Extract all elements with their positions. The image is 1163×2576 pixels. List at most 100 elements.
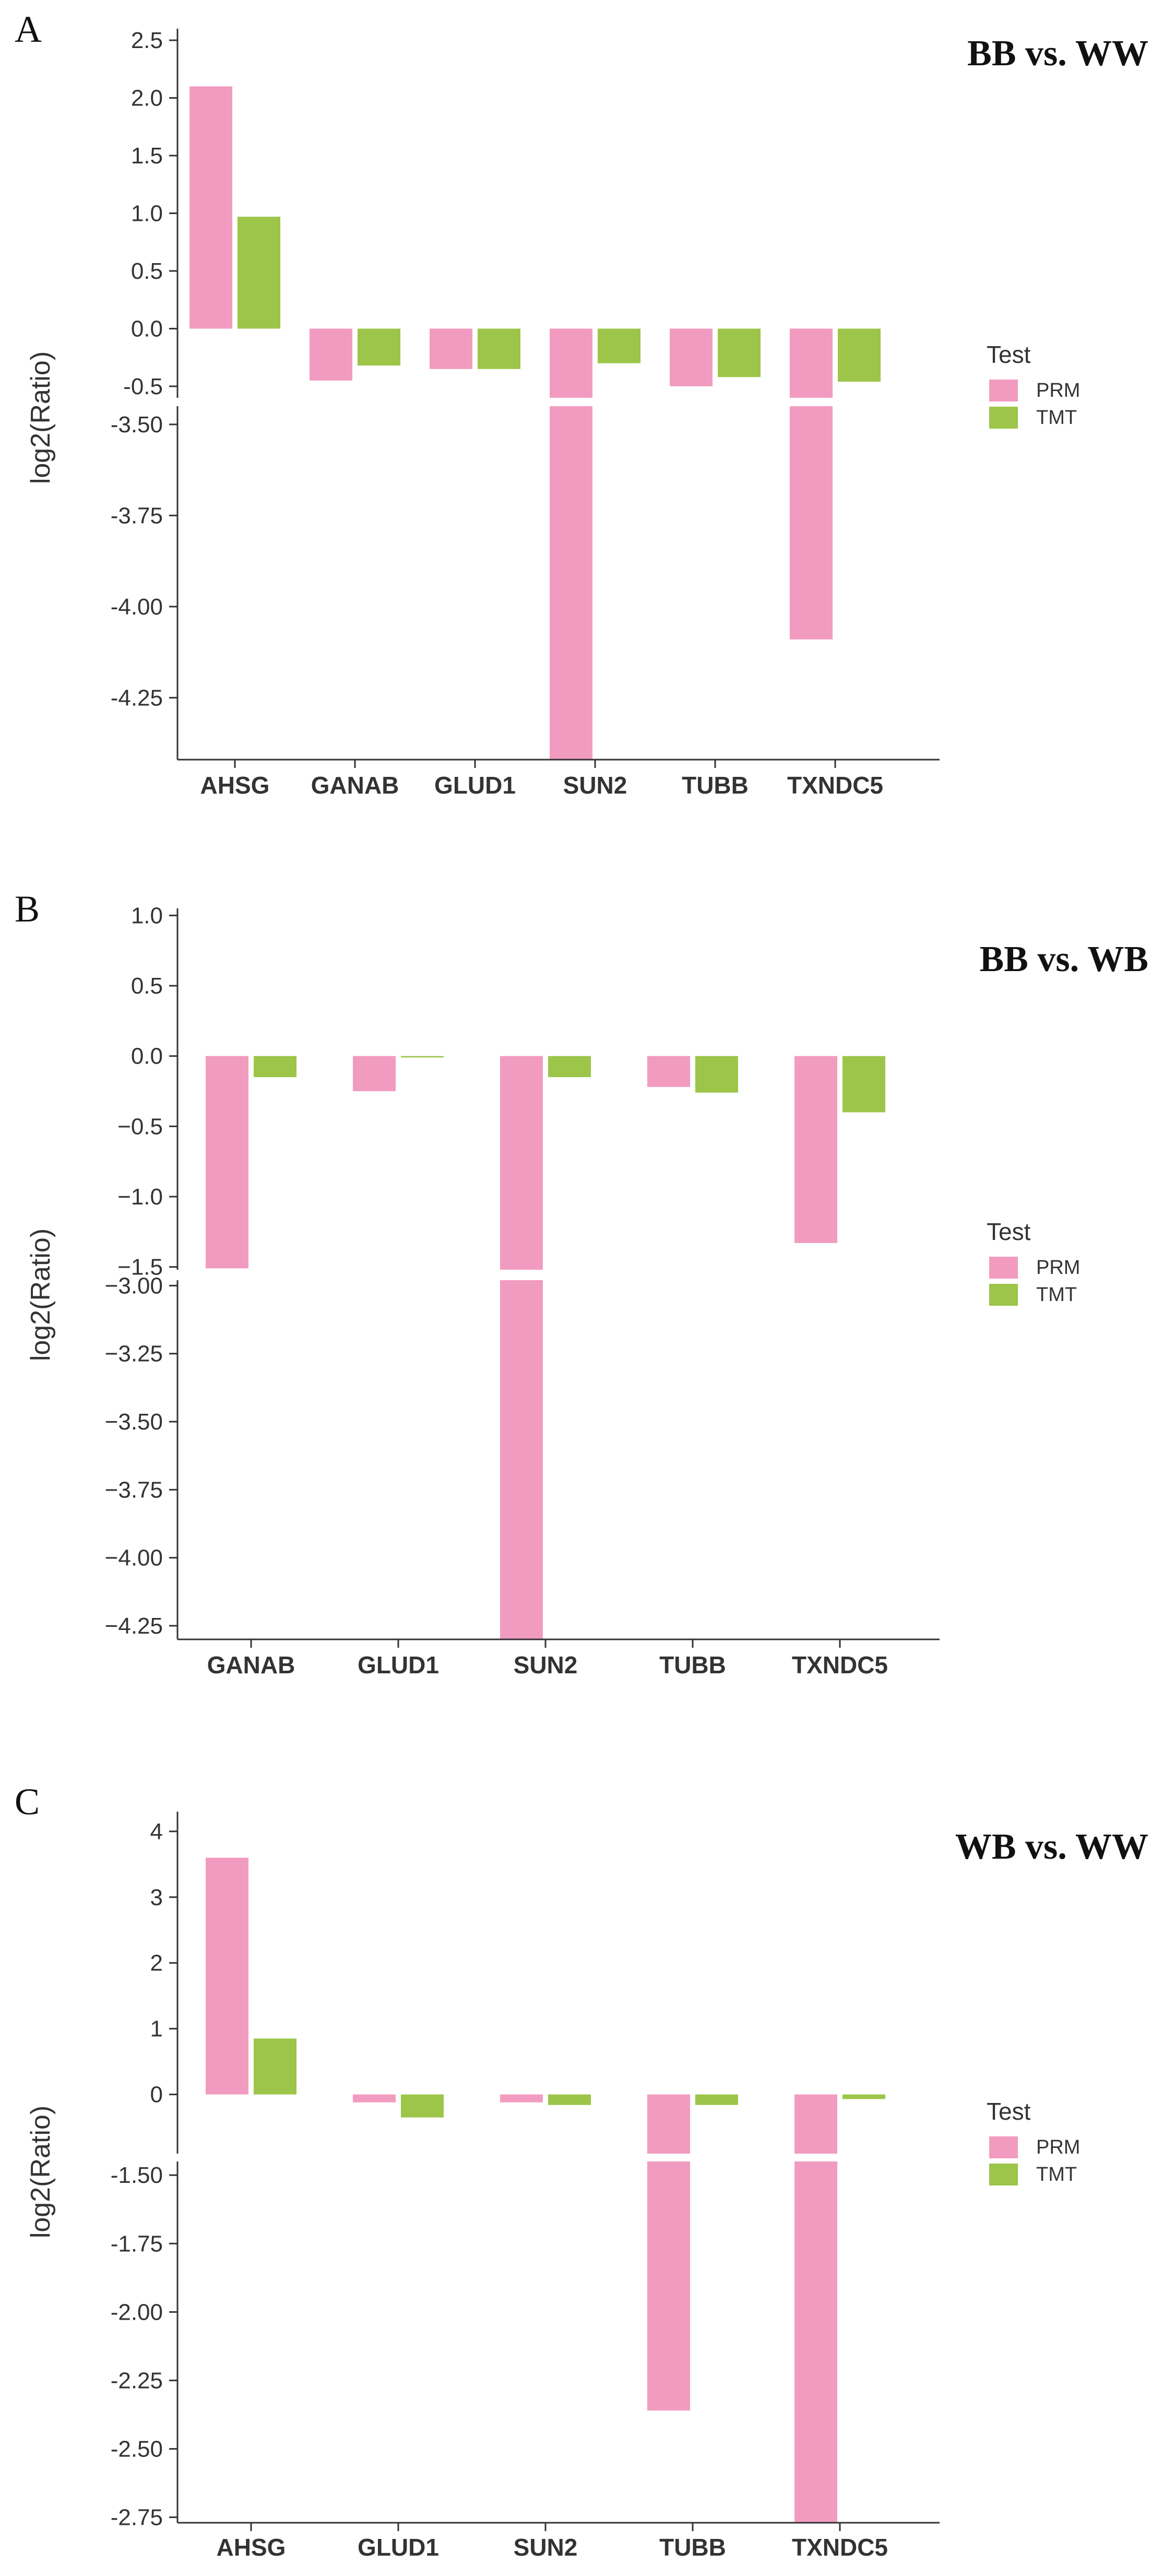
y-tick-label: 0.0 <box>131 316 163 341</box>
legend-swatch-tmt <box>989 407 1018 429</box>
bar-tmt-glud1 <box>478 328 520 369</box>
x-tick-label: TUBB <box>682 772 749 799</box>
bar-prm-sun2 <box>500 2094 543 2102</box>
bar-tmt-ganab <box>254 1056 296 1078</box>
y-axis-title: log2(Ratio) <box>26 2106 56 2238</box>
y-tick-label: -2.25 <box>111 2368 163 2393</box>
y-tick-label: 2 <box>150 1951 163 1976</box>
bar-prm-glud1 <box>353 1056 396 1092</box>
x-tick-label: SUN2 <box>563 772 627 799</box>
legend-title: Test <box>987 1218 1031 1245</box>
bar-tmt-ahsg <box>254 2038 296 2095</box>
bar-tmt-ahsg <box>238 217 280 329</box>
panel-title: BB vs. WW <box>967 33 1148 74</box>
bar-prm-txndc5 <box>794 2094 837 2154</box>
bar-prm-txndc5-lower <box>790 406 833 640</box>
bar-tmt-tubb <box>695 2094 738 2105</box>
bar-prm-ahsg <box>206 1858 248 2095</box>
y-tick-label: 4 <box>150 1819 163 1845</box>
y-tick-label: -4.25 <box>111 685 163 711</box>
legend-title: Test <box>987 341 1031 368</box>
x-tick-label: TUBB <box>659 2534 726 2561</box>
legend-label-prm: PRM <box>1036 380 1080 401</box>
y-tick-label: -4.00 <box>111 594 163 620</box>
legend-swatch-prm <box>989 380 1018 401</box>
y-tick-label: 1.0 <box>131 903 163 928</box>
bar-tmt-txndc5 <box>842 2094 885 2099</box>
bar-prm-sun2-lower <box>550 406 592 760</box>
y-tick-label: 2.5 <box>131 28 163 53</box>
bar-prm-sun2 <box>500 1056 543 1270</box>
legend-swatch-prm <box>989 2136 1018 2158</box>
x-tick-label: AHSG <box>200 772 270 799</box>
bar-prm-ganab <box>206 1056 248 1269</box>
bar-prm-sun2-lower <box>500 1280 543 1639</box>
bar-tmt-sun2 <box>548 1056 591 1078</box>
y-tick-label: −3.75 <box>105 1477 163 1503</box>
panel-title: WB vs. WW <box>955 1827 1148 1867</box>
bar-tmt-txndc5 <box>838 328 881 382</box>
x-tick-label: AHSG <box>217 2534 286 2561</box>
y-axis-title: log2(Ratio) <box>26 351 56 484</box>
y-tick-label: -2.75 <box>111 2505 163 2531</box>
y-tick-label: 0 <box>150 2082 163 2108</box>
panel-c: C WB vs. WW 4 3 2 1 0 -1.50 -1.75 -2.00 -2.25 -2.50… <box>15 1781 1148 2561</box>
y-tick-label: -1.75 <box>111 2231 163 2256</box>
y-tick-label: 0.0 <box>131 1044 163 1069</box>
y-tick-label: 1 <box>150 2016 163 2042</box>
panel-letter: B <box>15 888 40 930</box>
x-tick-label: TXNDC5 <box>792 2534 888 2561</box>
bar-prm-ahsg <box>189 86 232 329</box>
x-tick-label: GLUD1 <box>358 2534 439 2561</box>
bar-tmt-glud1 <box>401 1056 444 1058</box>
y-tick-label: 1.5 <box>131 143 163 169</box>
x-tick-label: GANAB <box>207 1651 295 1679</box>
bar-prm-sun2 <box>550 328 592 398</box>
legend-swatch-prm <box>989 1257 1018 1279</box>
bar-prm-ganab <box>310 328 352 381</box>
bar-prm-txndc5-lower <box>794 2161 837 2523</box>
legend-swatch-tmt <box>989 1284 1018 1306</box>
bar-tmt-tubb <box>718 328 761 377</box>
y-tick-label: −1.0 <box>117 1184 163 1210</box>
legend-label-prm: PRM <box>1036 1257 1080 1279</box>
x-tick-label: GLUD1 <box>434 772 516 799</box>
bar-prm-glud1 <box>353 2094 396 2102</box>
bar-tmt-tubb <box>695 1056 738 1093</box>
panel-letter: C <box>15 1781 40 1823</box>
y-tick-label: −4.25 <box>105 1613 163 1639</box>
x-tick-label: TUBB <box>659 1651 726 1679</box>
y-tick-label: 1.0 <box>131 201 163 227</box>
x-tick-label: TXNDC5 <box>787 772 883 799</box>
legend-title: Test <box>987 2098 1031 2125</box>
panel-letter: A <box>15 8 42 50</box>
bar-prm-tubb-lower <box>647 2161 690 2411</box>
panel-title: BB vs. WB <box>979 939 1148 979</box>
bar-tmt-txndc5 <box>842 1056 885 1113</box>
y-tick-label: -3.75 <box>111 503 163 528</box>
y-tick-label: -2.50 <box>111 2436 163 2462</box>
bar-prm-tubb <box>670 328 713 386</box>
y-tick-label: 0.5 <box>131 973 163 999</box>
x-tick-label: TXNDC5 <box>792 1651 888 1679</box>
bar-tmt-sun2 <box>598 328 640 363</box>
y-tick-label: -2.00 <box>111 2299 163 2325</box>
x-tick-label: SUN2 <box>514 2534 578 2561</box>
bar-prm-tubb <box>647 2094 690 2154</box>
y-tick-label: −4.00 <box>105 1545 163 1571</box>
y-tick-label: 0.5 <box>131 258 163 284</box>
y-tick-label: 2.0 <box>131 86 163 111</box>
y-tick-label: -3.50 <box>111 412 163 438</box>
panel-a: A BB vs. WW 2.5 2.0 1.5 1.0 0.5 0.0 -0.5 -3.50 -3.… <box>15 8 1148 799</box>
y-tick-label: −0.5 <box>117 1114 163 1139</box>
y-axis-title: log2(Ratio) <box>26 1228 56 1361</box>
x-tick-label: GLUD1 <box>358 1651 439 1679</box>
bar-tmt-glud1 <box>401 2094 444 2118</box>
bar-prm-glud1 <box>430 328 472 369</box>
bar-prm-txndc5 <box>790 328 833 398</box>
x-tick-label: GANAB <box>311 772 399 799</box>
